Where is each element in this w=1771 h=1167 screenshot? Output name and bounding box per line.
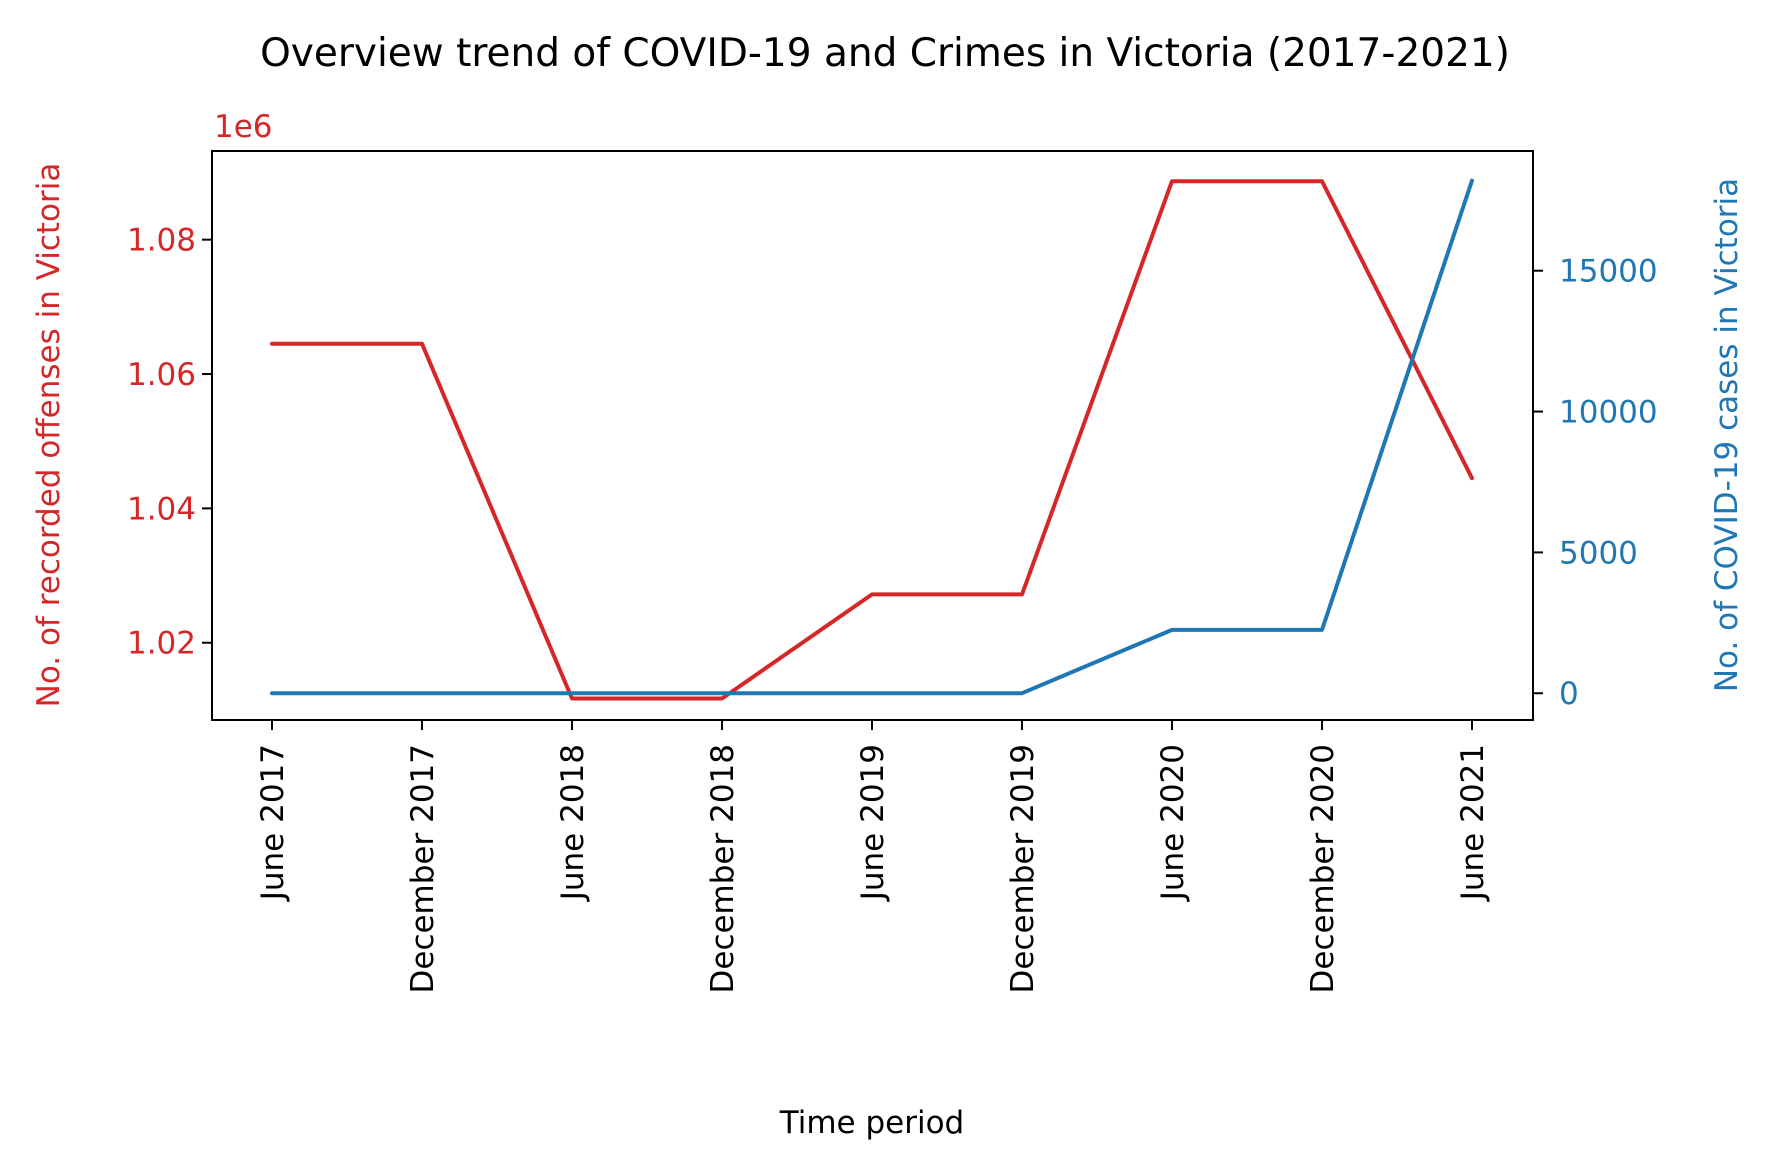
x-tick-label: June 2018 (555, 744, 591, 902)
x-tick-label: December 2018 (705, 744, 741, 994)
series-line-left (270, 179, 1474, 701)
x-tick-label: December 2017 (405, 744, 441, 994)
right-tick-label: 15000 (1559, 254, 1658, 290)
left-axis-label: No. of recorded offenses in Victoria (31, 163, 67, 708)
plot-frame (211, 150, 1534, 721)
right-axis-label: No. of COVID-19 cases in Victoria (1709, 178, 1745, 692)
left-tick-label: 1.02 (127, 626, 196, 662)
x-tick-label: December 2019 (1005, 744, 1041, 994)
x-axis-label: Time period (779, 1105, 964, 1141)
plot-area (270, 178, 1474, 701)
x-tick-label: June 2020 (1155, 744, 1191, 902)
x-tick-label: June 2019 (855, 744, 891, 902)
left-tick-label: 1.06 (127, 357, 196, 393)
chart-title: Overview trend of COVID-19 and Crimes in… (260, 31, 1510, 76)
right-tick-label: 0 (1559, 676, 1579, 712)
left-axis-offset-text: 1e6 (214, 109, 273, 145)
right-tick-label: 5000 (1559, 535, 1638, 571)
left-tick-label: 1.04 (127, 491, 196, 527)
x-tick-label: December 2020 (1305, 744, 1341, 994)
left-tick-label: 1.08 (127, 223, 196, 259)
x-axis: June 2017 December 2017 June 2018 December … (255, 720, 1491, 994)
right-axis: 0 5000 10000 15000 (1533, 254, 1658, 712)
x-tick-label: June 2017 (255, 744, 291, 902)
left-axis: 1.02 1.04 1.06 1.08 (127, 223, 212, 662)
x-tick-label: June 2021 (1455, 744, 1491, 902)
series-line-right (270, 178, 1474, 696)
right-tick-label: 10000 (1559, 395, 1658, 431)
